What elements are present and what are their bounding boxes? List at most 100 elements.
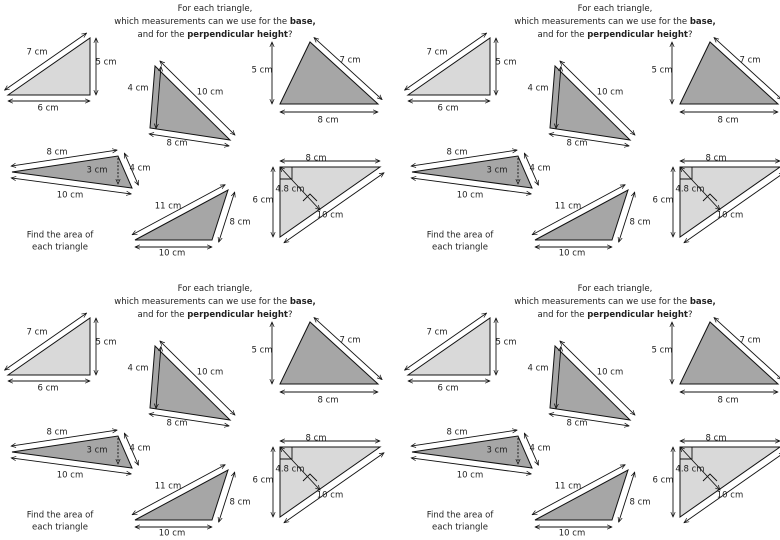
footer-text: Find the area of <box>27 511 95 521</box>
measure-arrow <box>714 38 780 100</box>
measure-arrow <box>560 61 635 135</box>
measure-arrow <box>11 178 131 194</box>
measurement-label: 6 cm <box>252 196 273 206</box>
measure-arrow <box>684 173 780 243</box>
measurement-label: 8 cm <box>317 116 338 126</box>
instruction-text: base, <box>690 297 716 307</box>
right-angle <box>680 167 693 180</box>
height-arrow <box>680 167 720 210</box>
measure-arrow <box>132 465 225 515</box>
measurement-label: 8 cm <box>717 396 738 406</box>
triangle-figure: 4 cm 10 cm 8 cm <box>527 341 635 429</box>
measure-arrow <box>405 33 487 90</box>
measurement-label: 5 cm <box>95 58 116 68</box>
measurement-label: 10 cm <box>317 491 343 501</box>
triangle-figure: 8 cm 4 cm 3 cm 10 cm <box>411 148 551 201</box>
instruction-line: which measurements can we use for the ba… <box>114 17 315 27</box>
measurement-label: 8 cm <box>446 148 467 158</box>
measurement-label: 10 cm <box>57 471 83 481</box>
footer-text: each triangle <box>32 523 88 533</box>
measurement-label: 8 cm <box>229 218 250 228</box>
measure-arrow <box>11 458 131 474</box>
measure-arrow <box>11 430 117 446</box>
instruction-text: base, <box>290 17 316 27</box>
measurement-label: 10 cm <box>159 249 185 259</box>
triangle-figure: 8 cm 6 cm4.8 cm 10 cm <box>652 154 780 243</box>
instruction-line: which measurements can we use for the ba… <box>514 17 715 27</box>
measurement-label: 11 cm <box>555 482 581 492</box>
measure-arrow <box>411 150 517 166</box>
measure-arrow <box>219 472 235 522</box>
measurement-label: 4.8 cm <box>675 465 704 475</box>
measurement-label: 10 cm <box>197 88 223 98</box>
measurement-label: 7 cm <box>26 48 47 58</box>
right-angle <box>302 193 318 202</box>
measurement-label: 4.8 cm <box>275 465 304 475</box>
triangle-figure: 8 cm 4 cm 3 cm 10 cm <box>11 148 151 201</box>
measure-arrow <box>619 472 635 522</box>
right-angle <box>702 473 718 482</box>
measure-arrow <box>714 318 780 380</box>
measurement-label: 10 cm <box>717 211 743 221</box>
height-arrow <box>280 447 320 490</box>
instruction-text: perpendicular height <box>187 310 288 320</box>
triangle-figure: 7 cm 5 cm 6 cm <box>405 33 517 114</box>
instruction-text: ? <box>688 30 693 40</box>
measurement-label: 7 cm <box>739 336 760 346</box>
measurement-label: 8 cm <box>166 419 187 429</box>
measurement-label: 4 cm <box>129 444 150 454</box>
measure-arrow <box>284 173 384 243</box>
measure-arrow <box>532 185 625 235</box>
triangle <box>534 468 629 521</box>
measurement-label: 8 cm <box>46 148 67 158</box>
measure-arrow <box>411 458 531 474</box>
measure-arrow <box>219 192 235 242</box>
instruction-text: and for the <box>137 310 187 320</box>
triangle <box>11 155 133 189</box>
measurement-label: 4 cm <box>529 444 550 454</box>
instruction-line: For each triangle, <box>178 284 253 294</box>
measure-arrow <box>560 341 635 415</box>
instruction-text: and for the <box>537 310 587 320</box>
measurement-label: 5 cm <box>251 346 272 356</box>
measurement-label: 4 cm <box>129 164 150 174</box>
triangle-figure: 4 cm 10 cm 8 cm <box>127 341 234 429</box>
measurement-label: 6 cm <box>652 196 673 206</box>
measurement-label: 8 cm <box>166 139 187 149</box>
measurement-label: 10 cm <box>57 191 83 201</box>
instruction-text: ? <box>288 310 293 320</box>
measurement-label: 6 cm <box>37 104 58 114</box>
triangle-figure: 11 cm 8 cm 10 cm <box>532 465 651 539</box>
instruction-text: For each triangle, <box>578 4 653 14</box>
measurement-label: 5 cm <box>495 58 516 68</box>
measurement-label: 8 cm <box>446 428 467 438</box>
measurement-label: 8 cm <box>566 419 587 429</box>
instruction-text: ? <box>688 310 693 320</box>
measurement-label: 8 cm <box>305 154 326 164</box>
instruction-line: For each triangle, <box>578 284 653 294</box>
measurement-label: 4 cm <box>127 84 148 94</box>
right-angle <box>702 193 718 202</box>
triangle-figure: 8 cm 4 cm 3 cm 10 cm <box>411 428 551 481</box>
measurement-label: 10 cm <box>597 368 623 378</box>
triangle <box>549 344 632 421</box>
measurement-label: 3 cm <box>86 446 107 456</box>
measurement-label: 8 cm <box>717 116 738 126</box>
instruction-line: which measurements can we use for the ba… <box>114 297 315 307</box>
right-angle <box>302 473 318 482</box>
triangle-figure: 4 cm 10 cm 8 cm <box>527 61 635 149</box>
measurement-label: 10 cm <box>197 368 223 378</box>
instruction-text: and for the <box>137 30 187 40</box>
measurement-label: 4.8 cm <box>675 185 704 195</box>
triangle <box>679 166 780 238</box>
instruction-text: which measurements can we use for the <box>114 17 290 27</box>
triangle-figure: 8 cm 6 cm4.8 cm 10 cm <box>652 434 780 523</box>
measure-arrow <box>524 433 539 465</box>
measure-arrow <box>314 318 382 380</box>
instruction-line: and for the perpendicular height? <box>137 30 292 40</box>
instruction-text: perpendicular height <box>587 310 688 320</box>
instruction-text: ? <box>288 30 293 40</box>
height-arrow <box>680 447 720 490</box>
triangle <box>149 344 232 421</box>
triangle-figure: 8 cm 6 cm4.8 cm 10 cm <box>252 154 384 243</box>
